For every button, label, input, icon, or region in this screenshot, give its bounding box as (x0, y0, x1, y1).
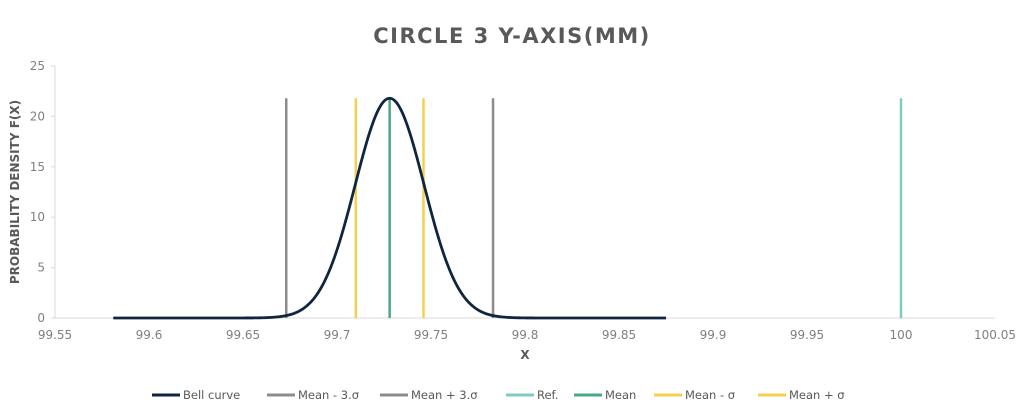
axes: 99.55 99.6 99.65 99.7 99.75 99.8 99.85 99.9 99.9… (30, 59, 1016, 342)
legend-label: Bell curve (183, 388, 240, 402)
x-axis-label: X (520, 348, 530, 362)
x-tick-label: 99.95 (790, 328, 824, 342)
chart-title: CIRCLE 3 Y-AXIS(MM) (373, 24, 650, 48)
y-tick-label: 25 (30, 59, 45, 73)
x-tick-label: 99.8 (512, 328, 539, 342)
x-tick-label: 99.7 (324, 328, 351, 342)
x-tick-label: 99.6 (136, 328, 163, 342)
x-tick-label: 100.05 (974, 328, 1016, 342)
y-axis-label: PROBABILITY DENSITY F(X) (8, 100, 22, 284)
legend-label: Mean (605, 388, 636, 402)
y-tick-label: 5 (37, 261, 45, 275)
y-tick-label: 10 (30, 210, 45, 224)
legend-label: Mean - 3.σ (298, 388, 359, 402)
x-tick-label: 99.9 (700, 328, 727, 342)
y-tick-label: 15 (30, 160, 45, 174)
legend: Bell curve Mean - 3.σ Mean + 3.σ Ref. Mean Me… (152, 388, 845, 402)
legend-label: Mean + σ (789, 388, 845, 402)
y-tick-label: 0 (37, 311, 45, 325)
x-tick-label: 99.75 (414, 328, 448, 342)
x-tick-label: 99.85 (602, 328, 636, 342)
y-tick-label: 20 (30, 109, 45, 123)
legend-label: Ref. (537, 388, 558, 402)
legend-label: Mean + 3.σ (411, 388, 478, 402)
x-tick-label: 100 (890, 328, 913, 342)
legend-label: Mean - σ (685, 388, 735, 402)
x-tick-label: 99.65 (226, 328, 260, 342)
bell-curve-line (113, 96, 666, 320)
x-tick-label: 99.55 (38, 328, 72, 342)
plot-area (113, 96, 903, 320)
